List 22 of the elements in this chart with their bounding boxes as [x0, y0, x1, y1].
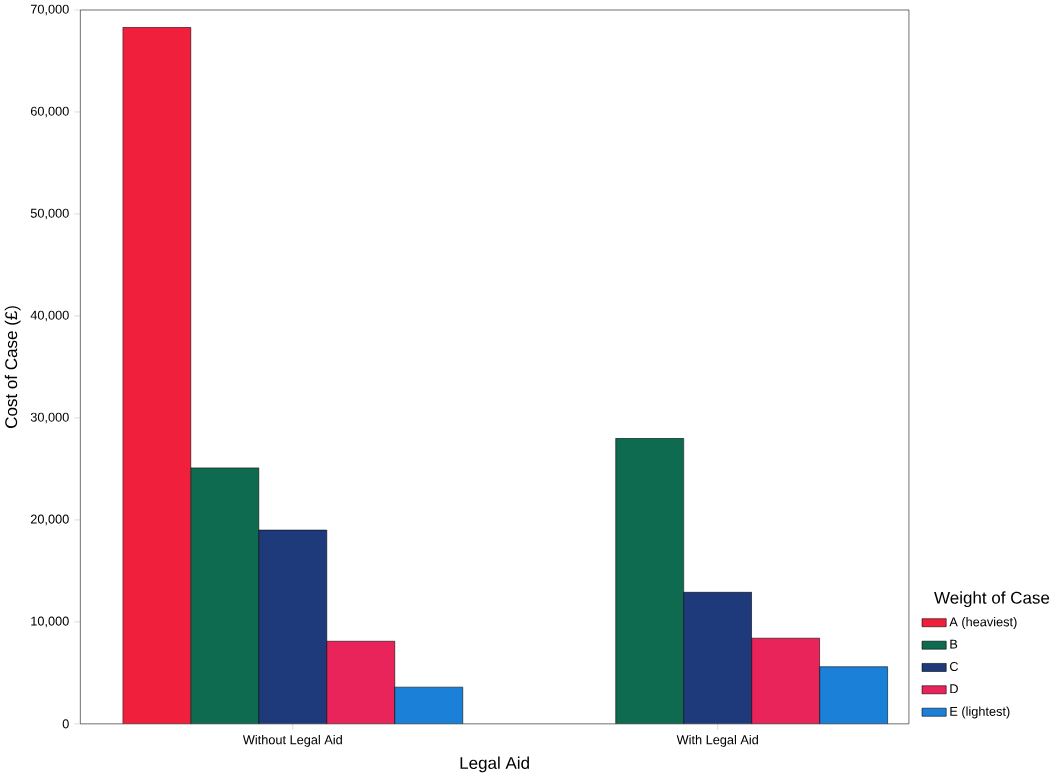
bar [683, 591, 752, 724]
legend-label: D [950, 684, 958, 694]
legend-label: A (heaviest) [949, 617, 1017, 629]
y-tick-label: 0 [62, 719, 69, 729]
y-axis-title: Cost of Case (£) [4, 306, 21, 428]
y-tick-label: 70,000 [30, 4, 69, 16]
x-tick-label: Without Legal Aid [242, 734, 342, 747]
bar [615, 437, 685, 724]
y-tick-label: 20,000 [30, 514, 69, 526]
legend-label: C [949, 661, 959, 671]
y-tick-label: 30,000 [30, 412, 69, 424]
legend-title: Weight of Case [934, 591, 1050, 608]
x-axis-title: Legal Aid [460, 756, 529, 773]
x-tick-label: With Legal Aid [676, 734, 758, 747]
bar [190, 467, 260, 724]
bar [258, 529, 328, 724]
legend-label: E (lightest) [950, 706, 1010, 719]
y-tick-label: 40,000 [30, 310, 69, 322]
y-tick-label: 50,000 [30, 208, 69, 220]
y-tick-label: 60,000 [30, 106, 69, 118]
y-tick-label: 10,000 [31, 616, 69, 628]
legend-label: B [950, 639, 958, 649]
